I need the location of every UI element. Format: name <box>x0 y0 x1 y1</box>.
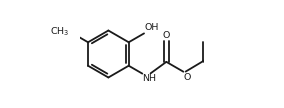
Text: OH: OH <box>145 23 159 32</box>
Text: CH$_3$: CH$_3$ <box>50 25 70 38</box>
Text: O: O <box>184 73 191 82</box>
Text: O: O <box>163 31 170 40</box>
Text: NH: NH <box>143 74 156 83</box>
